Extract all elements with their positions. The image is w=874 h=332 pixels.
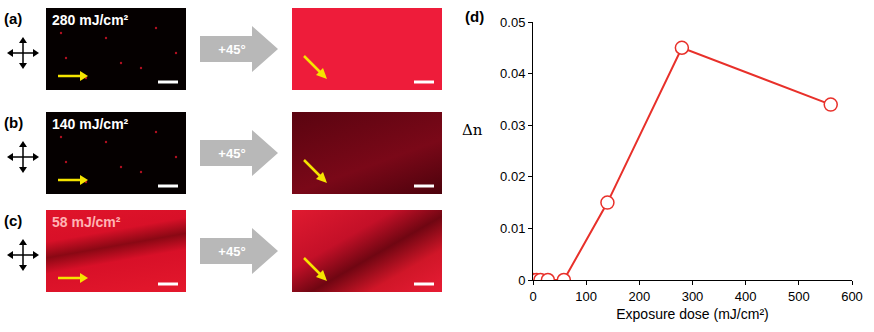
svg-text:0.05: 0.05 <box>500 15 525 30</box>
svg-text:200: 200 <box>628 289 650 304</box>
svg-text:600: 600 <box>841 289 863 304</box>
svg-text:0.01: 0.01 <box>500 221 525 236</box>
html-text:(c): (c) <box>4 212 23 229</box>
svg-text:0.04: 0.04 <box>500 66 525 81</box>
svg-text:+45°: +45° <box>218 244 245 259</box>
svg-text:0: 0 <box>518 273 525 288</box>
svg-text:(d): (d) <box>465 8 484 25</box>
svg-text:400: 400 <box>735 289 757 304</box>
svg-text:Δn: Δn <box>462 121 483 139</box>
svg-text:500: 500 <box>788 289 810 304</box>
svg-text:0.02: 0.02 <box>500 169 525 184</box>
html-text:58 mJ/cm²: 58 mJ/cm² <box>52 214 121 230</box>
svg-text:300: 300 <box>682 289 704 304</box>
svg-text:+45°: +45° <box>218 146 245 161</box>
svg-text:Exposure dose (mJ/cm²): Exposure dose (mJ/cm²) <box>616 306 768 322</box>
html-text:(a): (a) <box>4 10 23 27</box>
svg-text:0.03: 0.03 <box>500 118 525 133</box>
html-text:140 mJ/cm²: 140 mJ/cm² <box>52 116 129 132</box>
svg-text:+45°: +45° <box>218 42 245 57</box>
svg-text:100: 100 <box>575 289 597 304</box>
html-text:(b): (b) <box>4 114 24 131</box>
svg-text:0: 0 <box>529 289 536 304</box>
html-text:280 mJ/cm²: 280 mJ/cm² <box>52 12 129 28</box>
